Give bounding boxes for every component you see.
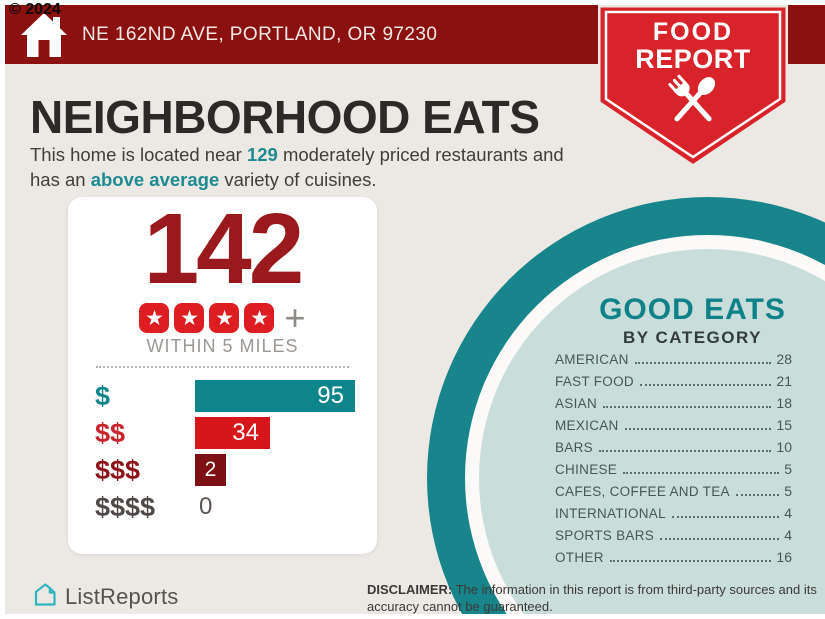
category-row: OTHER 16 <box>555 549 792 571</box>
category-row: SPORTS BARS 4 <box>555 527 792 549</box>
category-label: INTERNATIONAL <box>555 506 666 521</box>
category-row: FAST FOOD 21 <box>555 373 792 395</box>
category-count: 28 <box>776 351 792 367</box>
category-label: MEXICAN <box>555 418 619 433</box>
price-tier-label: $$$$ <box>95 492 156 522</box>
dotted-leader <box>671 516 780 518</box>
subtitle-seg2: moderately priced restaurants and has an <box>30 144 564 190</box>
summary-card: 142 ★ ★ ★ ★ + WITHIN 5 MILES $95 $$ 34 $$$ 2 $$$$… <box>68 197 377 554</box>
category-list: AMERICAN 28 FAST FOOD 21 ASIAN 18 MEXICAN 15 BAR… <box>555 351 792 571</box>
category-count: 10 <box>776 439 792 455</box>
category-count: 4 <box>784 505 792 521</box>
good-eats-subtitle: BY CATEGORY <box>623 328 762 347</box>
dotted-leader <box>609 560 772 562</box>
rating-stars: ★ ★ ★ ★ + <box>68 297 377 338</box>
dotted-leader <box>603 406 772 408</box>
category-row: CHINESE 5 <box>555 461 792 483</box>
subtitle-seg3: variety of cuisines. <box>219 168 377 190</box>
disclaimer-text: The information in this report is from t… <box>367 582 817 614</box>
category-label: CAFES, COFFEE AND TEA <box>555 484 730 499</box>
category-label: ASIAN <box>555 396 598 411</box>
category-label: SPORTS BARS <box>555 528 655 543</box>
listreports-logo: ListReports <box>32 581 178 612</box>
subtitle-seg1: This home is located near <box>30 144 247 165</box>
price-tier-row: $$$ 2 <box>95 454 363 486</box>
ribbon-shape <box>598 5 788 171</box>
dotted-leader <box>624 428 772 430</box>
radius-label: WITHIN 5 MILES <box>146 336 299 356</box>
category-label: AMERICAN <box>555 352 629 367</box>
category-count: 21 <box>776 373 792 389</box>
price-tier-label: $$ <box>95 418 126 448</box>
star-icon: ★ <box>174 303 205 333</box>
plus-icon: + <box>284 297 306 338</box>
listreports-icon <box>32 581 58 612</box>
dotted-leader <box>660 538 780 540</box>
price-tier-label: $$$ <box>95 455 141 485</box>
dotted-leader <box>623 472 780 474</box>
price-tier-bar-chart: $95 $$ 34 $$$ 2 $$$$ 0 <box>95 380 363 528</box>
price-tier-row: $95 <box>95 380 363 412</box>
dotted-leader <box>634 362 772 364</box>
bar-value: 2 <box>204 458 217 481</box>
star-icon: ★ <box>139 303 170 333</box>
crossed-spoon-fork-icon <box>661 69 725 138</box>
star-icon: ★ <box>209 303 240 333</box>
good-eats-title: GOOD EATS <box>599 293 786 326</box>
page-title: NEIGHBORHOOD EATS <box>30 91 540 143</box>
category-row: CAFES, COFFEE AND TEA 5 <box>555 483 792 505</box>
category-row: ASIAN 18 <box>555 395 792 417</box>
price-tier-bar: 95 <box>195 380 355 412</box>
food-report-badge: FOOD REPORT <box>598 5 788 180</box>
category-row: BARS 10 <box>555 439 792 461</box>
category-count: 16 <box>776 549 792 565</box>
category-count: 5 <box>784 483 792 499</box>
category-label: BARS <box>555 440 593 455</box>
category-label: FAST FOOD <box>555 374 634 389</box>
restaurant-count: 129 <box>246 144 278 165</box>
copyright-watermark: © 2024 <box>9 1 61 18</box>
category-label: OTHER <box>555 550 604 565</box>
disclaimer: DISCLAIMER: The information in this repo… <box>367 582 823 614</box>
dotted-leader <box>598 450 772 452</box>
page-subtitle: This home is located near 129 moderately… <box>30 143 590 192</box>
badge-line2: REPORT <box>635 44 751 74</box>
category-count: 4 <box>784 527 792 543</box>
disclaimer-label: DISCLAIMER: <box>367 582 453 597</box>
price-tier-bar: 34 <box>195 417 270 449</box>
dotted-leader <box>735 494 780 496</box>
home-icon <box>20 10 68 65</box>
category-row: AMERICAN 28 <box>555 351 792 373</box>
total-restaurants: 142 <box>143 193 305 305</box>
star-icon: ★ <box>244 303 275 333</box>
price-tier-label: $ <box>95 381 111 411</box>
good-eats-header: GOOD EATS BY CATEGORY <box>555 293 825 348</box>
badge-line1: FOOD <box>652 18 734 46</box>
price-tier-row: $$ 34 <box>95 417 363 449</box>
price-tier-row: $$$$ 0 <box>95 491 363 523</box>
category-row: MEXICAN 15 <box>555 417 792 439</box>
category-label: CHINESE <box>555 462 618 477</box>
dotted-leader <box>639 384 772 386</box>
brand-name: ListReports <box>65 583 179 609</box>
bar-value: 95 <box>317 382 344 409</box>
variety-highlight: above average <box>90 168 220 190</box>
property-address: NE 162ND AVE, PORTLAND, OR 97230 <box>82 23 438 45</box>
category-count: 15 <box>776 417 792 433</box>
bar-value: 34 <box>232 419 259 446</box>
divider <box>96 366 349 368</box>
category-count: 5 <box>784 461 792 477</box>
report-page: NE 162ND AVE, PORTLAND, OR 97230 FOOD RE… <box>5 5 825 614</box>
category-count: 18 <box>776 395 792 411</box>
price-tier-bar: 2 <box>195 454 226 486</box>
bar-value: 0 <box>199 493 213 520</box>
category-row: INTERNATIONAL 4 <box>555 505 792 527</box>
